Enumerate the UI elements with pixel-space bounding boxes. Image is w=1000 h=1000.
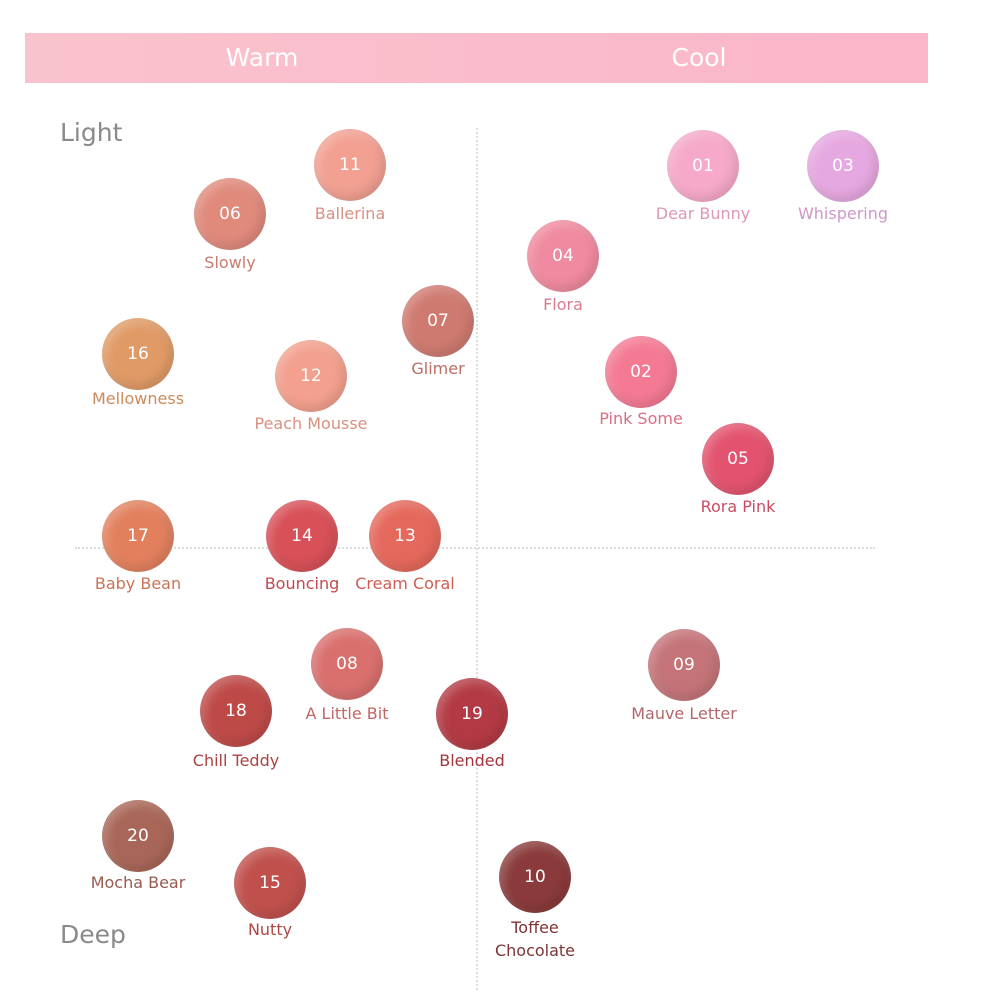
swatch-name: Dear Bunny bbox=[655, 204, 751, 223]
swatch: 02 bbox=[605, 336, 677, 408]
swatch-name: Mocha Bear bbox=[90, 873, 186, 892]
header-bar bbox=[25, 33, 928, 83]
swatch: 10 bbox=[499, 841, 571, 913]
swatch: 11 bbox=[314, 129, 386, 201]
swatch: 15 bbox=[234, 847, 306, 919]
swatch: 17 bbox=[102, 500, 174, 572]
swatch: 07 bbox=[402, 285, 474, 357]
swatch-name: Chill Teddy bbox=[192, 751, 280, 770]
swatch-name: Slowly bbox=[204, 253, 256, 272]
header-cool: Cool bbox=[671, 43, 727, 72]
swatch: 12 bbox=[275, 340, 347, 412]
swatch-name: Pink Some bbox=[599, 409, 683, 428]
swatch-name: Toffee Chocolate bbox=[494, 918, 576, 960]
header-warm: Warm bbox=[225, 43, 299, 72]
swatch: 08 bbox=[311, 628, 383, 700]
swatch-name: Bouncing bbox=[264, 574, 340, 593]
swatch: 03 bbox=[807, 130, 879, 202]
swatch-name: Baby Bean bbox=[94, 574, 182, 593]
swatch: 18 bbox=[200, 675, 272, 747]
swatch: 13 bbox=[369, 500, 441, 572]
swatch-name: Blended bbox=[439, 751, 505, 770]
swatch-name: Glimer bbox=[411, 359, 465, 378]
swatch: 05 bbox=[702, 423, 774, 495]
axis-deep: Deep bbox=[60, 920, 126, 949]
divider-vertical bbox=[476, 128, 478, 990]
swatch-name: Mauve Letter bbox=[631, 704, 737, 723]
swatch: 19 bbox=[436, 678, 508, 750]
swatch-name: A Little Bit bbox=[305, 704, 389, 723]
swatch-name: Peach Mousse bbox=[254, 414, 368, 433]
swatch-name: Ballerina bbox=[314, 204, 386, 223]
swatch: 01 bbox=[667, 130, 739, 202]
swatch: 04 bbox=[527, 220, 599, 292]
divider-horizontal bbox=[75, 547, 875, 549]
swatch-name: Mellowness bbox=[91, 389, 185, 408]
swatch-name: Cream Coral bbox=[355, 574, 455, 593]
swatch: 16 bbox=[102, 318, 174, 390]
swatch-name: Rora Pink bbox=[700, 497, 776, 516]
axis-light: Light bbox=[60, 118, 123, 147]
swatch: 06 bbox=[194, 178, 266, 250]
swatch-name: Flora bbox=[543, 295, 583, 314]
swatch-name: Whispering bbox=[797, 204, 889, 223]
swatch: 09 bbox=[648, 629, 720, 701]
swatch: 14 bbox=[266, 500, 338, 572]
swatch: 20 bbox=[102, 800, 174, 872]
swatch-name: Nutty bbox=[247, 920, 293, 939]
